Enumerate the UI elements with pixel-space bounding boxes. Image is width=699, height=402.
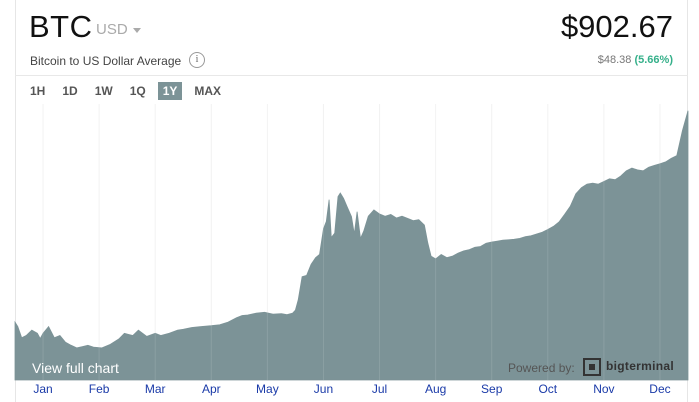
x-tick-label: May <box>256 382 279 396</box>
range-1h[interactable]: 1H <box>30 84 46 98</box>
current-price: $902.67 <box>560 9 673 44</box>
x-tick-label: Mar <box>145 382 166 396</box>
x-tick-label: Dec <box>649 382 670 396</box>
info-icon[interactable]: i <box>189 52 205 68</box>
range-1q[interactable]: 1Q <box>129 84 146 98</box>
chart-subtitle: Bitcoin to US Dollar Average <box>30 54 182 68</box>
view-full-chart-link[interactable]: View full chart <box>32 360 119 376</box>
x-tick-label: Apr <box>202 382 221 396</box>
bigterminal-logo-icon[interactable] <box>583 358 601 376</box>
range-1w[interactable]: 1W <box>94 84 113 98</box>
price-change: $48.38 (5.66%) <box>598 54 673 66</box>
range-1y[interactable]: 1Y <box>157 82 183 100</box>
chevron-down-icon[interactable] <box>133 28 141 33</box>
x-tick-label: Jul <box>372 382 387 396</box>
range-1d[interactable]: 1D <box>62 84 78 98</box>
x-tick-label: Oct <box>538 382 557 396</box>
x-tick-label: Jun <box>314 382 333 396</box>
x-tick-label: Aug <box>425 382 446 396</box>
currency-selector[interactable]: USD <box>96 21 128 38</box>
powered-by-label: Powered by: <box>508 361 575 375</box>
change-percent: (5.66%) <box>634 54 673 66</box>
chart-header: BTC USD Bitcoin to US Dollar Average i $… <box>15 0 688 76</box>
x-tick-label: Jan <box>33 382 52 396</box>
range-max[interactable]: MAX <box>194 84 222 98</box>
bigterminal-brand[interactable]: bigterminal <box>606 359 674 373</box>
ticker-symbol: BTC <box>29 9 93 44</box>
x-tick-label: Nov <box>593 382 614 396</box>
x-tick-label: Feb <box>89 382 110 396</box>
change-value: $48.38 <box>597 54 632 66</box>
price-area-series <box>14 110 689 381</box>
x-tick-label: Sep <box>481 382 503 396</box>
range-selector: 1H 1D 1W 1Q 1Y MAX <box>25 82 233 100</box>
